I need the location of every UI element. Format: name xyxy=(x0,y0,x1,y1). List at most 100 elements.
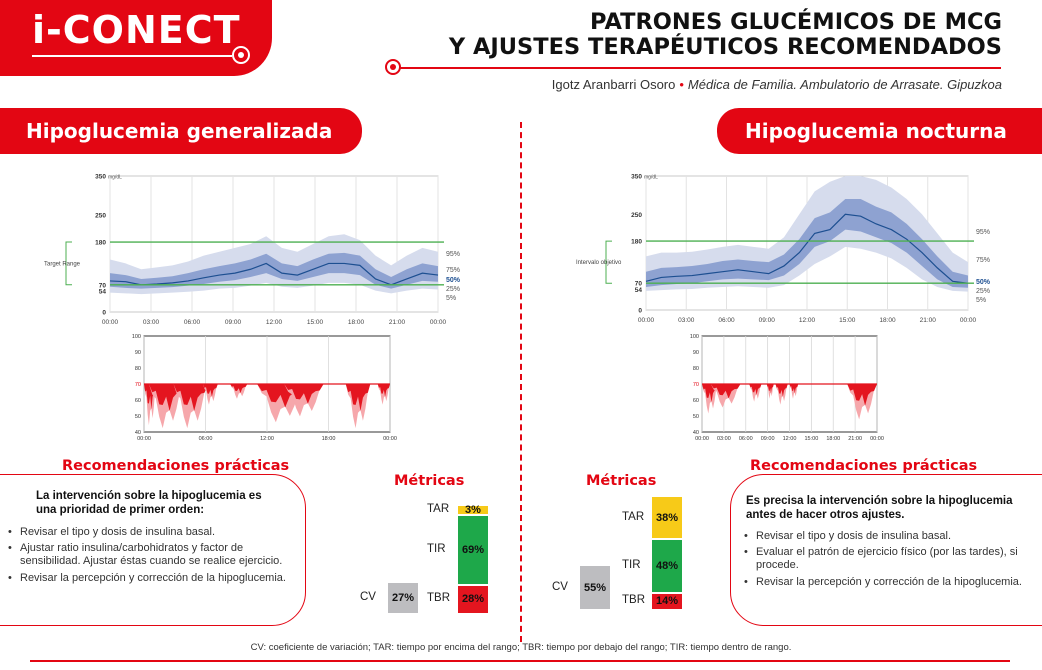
cv-label: CV xyxy=(360,591,376,604)
recommendation-item: Ajustar ratio insulina/carbohidratos y f… xyxy=(6,542,296,568)
agp-percentile-label: 5% xyxy=(976,297,986,304)
hypo-x-tick: 18:00 xyxy=(322,436,336,442)
recommendation-item: Revisar el tipo y dosis de insulina basa… xyxy=(742,530,1037,543)
title-line-1: PATRONES GLUCÉMICOS DE MCG xyxy=(590,9,1002,35)
recommendations-lead-right: Es precisa la intervención sobre la hipo… xyxy=(746,495,1013,521)
agp-x-tick: 00:00 xyxy=(430,319,447,326)
agp-chart-right: 00:00 03:00 06:00 09:00 12:00 15:00 18:00 21:00… xyxy=(576,174,990,324)
tir-bar: 69% xyxy=(458,516,488,584)
recommendation-item: Evaluar el patrón de ejercicio físico (p… xyxy=(742,546,1037,572)
agp-y-tick: 0 xyxy=(102,310,106,317)
agp-target-bracket xyxy=(605,240,612,284)
agp-chart-left: 00:00 03:00 06:00 09:00 12:00 15:00 18:00 21:00… xyxy=(44,174,461,327)
agp-x-tick: 12:00 xyxy=(266,319,283,326)
agp-percentile-label: 5% xyxy=(446,295,456,302)
hypo-area-dark xyxy=(775,384,788,397)
agp-x-tick: 06:00 xyxy=(184,319,201,326)
hypo-y-tick: 100 xyxy=(132,334,141,340)
agp-x-tick: 15:00 xyxy=(839,317,856,323)
hypo-area-dark xyxy=(173,384,208,411)
center-divider xyxy=(520,122,522,642)
hypo-area-dark xyxy=(749,384,762,395)
hypo-chart-left: 00:00 06:00 12:00 18:00 00:00 100 90 80 70 60 50 40 xyxy=(132,334,397,442)
cv-bar: 27% xyxy=(388,583,418,614)
hypo-area-dark xyxy=(230,384,248,393)
agp-x-tick: 03:00 xyxy=(143,319,160,326)
hypo-x-tick: 00:00 xyxy=(695,436,709,442)
section-title-right: Hipoglucemia nocturna xyxy=(717,108,1042,154)
recommendations-title-right: Recomendaciones prácticas xyxy=(748,458,980,474)
agp-x-tick: 00:00 xyxy=(102,319,119,326)
agp-percentile-label: 75% xyxy=(446,267,460,274)
hypo-x-tick: 21:00 xyxy=(848,436,862,442)
agp-y-tick: 350 xyxy=(95,174,106,181)
recommendation-item: Revisar la percepción y corrección de la… xyxy=(742,576,1037,589)
hypo-area-dark xyxy=(710,384,741,399)
agp-y-tick: 54 xyxy=(635,287,643,294)
hypo-y-tick: 100 xyxy=(690,334,699,340)
agp-x-tick: 21:00 xyxy=(389,319,406,326)
hypo-y-tick: 80 xyxy=(693,366,699,372)
hypo-y-tick: 90 xyxy=(135,350,141,356)
recommendations-title-left: Recomendaciones prácticas xyxy=(60,458,292,474)
agp-y-tick: 250 xyxy=(631,212,642,219)
recommendations-list-left: Revisar el tipo y dosis de insulina basa… xyxy=(6,526,296,588)
hypo-area-dark xyxy=(345,384,371,411)
agp-y-tick: 350 xyxy=(631,174,642,181)
logo-underline xyxy=(32,55,232,57)
agp-y-tick: 54 xyxy=(99,289,107,296)
hypo-area-dark xyxy=(203,384,218,397)
hypo-x-tick: 06:00 xyxy=(199,436,213,442)
agp-x-tick: 09:00 xyxy=(225,319,242,326)
agp-x-tick: 00:00 xyxy=(638,317,655,323)
hypo-y-tick: 40 xyxy=(693,430,699,436)
agp-percentile-label: 95% xyxy=(976,229,990,236)
logo-banner xyxy=(0,0,272,76)
hypo-x-tick: 00:00 xyxy=(137,436,151,442)
footer-divider xyxy=(30,660,1010,662)
metrics-title-right: Métricas xyxy=(586,473,657,489)
hypo-x-tick: 00:00 xyxy=(870,436,884,442)
agp-target-bracket xyxy=(65,241,72,286)
agp-x-tick: 09:00 xyxy=(759,317,776,323)
hypo-area-dark xyxy=(284,384,324,404)
hypo-x-tick: 18:00 xyxy=(826,436,840,442)
author-role: Médica de Familia. Ambulatorio de Arrasa… xyxy=(687,77,1002,92)
hypo-y-tick: 80 xyxy=(135,366,141,372)
footnote: CV: coeficiente de variación; TAR: tiemp… xyxy=(250,642,792,653)
agp-x-tick: 15:00 xyxy=(307,319,324,326)
hypo-area-dark xyxy=(847,384,877,406)
hypo-x-tick: 12:00 xyxy=(783,436,797,442)
author-separator: • xyxy=(679,77,684,92)
agp-y-unit: mg/dL xyxy=(644,175,658,181)
tbr-bar: 14% xyxy=(652,593,682,609)
agp-percentile-label: 25% xyxy=(446,286,460,293)
tbr-label: TBR xyxy=(622,594,645,607)
agp-x-tick: 06:00 xyxy=(718,317,735,323)
agp-x-tick: 21:00 xyxy=(920,317,937,323)
agp-x-tick: 18:00 xyxy=(879,317,896,323)
hypo-area-dark xyxy=(148,384,184,411)
agp-percentile-label: 75% xyxy=(976,257,990,264)
agp-percentile-label: 50% xyxy=(976,279,990,286)
recommendation-item: Revisar el tipo y dosis de insulina basa… xyxy=(6,526,296,539)
tir-bar: 48% xyxy=(652,540,682,592)
tir-label: TIR xyxy=(622,558,641,571)
agp-range-label: Intervalo objetivo xyxy=(576,260,622,266)
cv-label: CV xyxy=(552,580,568,593)
agp-median-line xyxy=(109,262,439,286)
hypo-y-tick: 40 xyxy=(135,430,141,436)
tbr-label: TBR xyxy=(427,592,450,605)
hypo-x-tick: 00:00 xyxy=(383,436,397,442)
hypo-area-dark xyxy=(789,384,799,393)
hypo-x-tick: 09:00 xyxy=(761,436,775,442)
author-name: Igotz Aranbarri Osoro xyxy=(551,77,676,92)
hypo-y-tick: 60 xyxy=(135,398,141,404)
author-line: Igotz Aranbarri Osoro • Médica de Familia.… xyxy=(552,77,1002,92)
hypo-x-tick: 12:00 xyxy=(260,436,274,442)
hypo-chart-right: 00:00 03:00 06:00 09:00 12:00 15:00 18:00 21:00… xyxy=(690,334,884,442)
tar-label: TAR xyxy=(622,510,645,523)
hypo-area-dark xyxy=(377,384,390,397)
agp-y-tick: 70 xyxy=(635,281,643,288)
tbr-bar: 28% xyxy=(458,585,488,614)
